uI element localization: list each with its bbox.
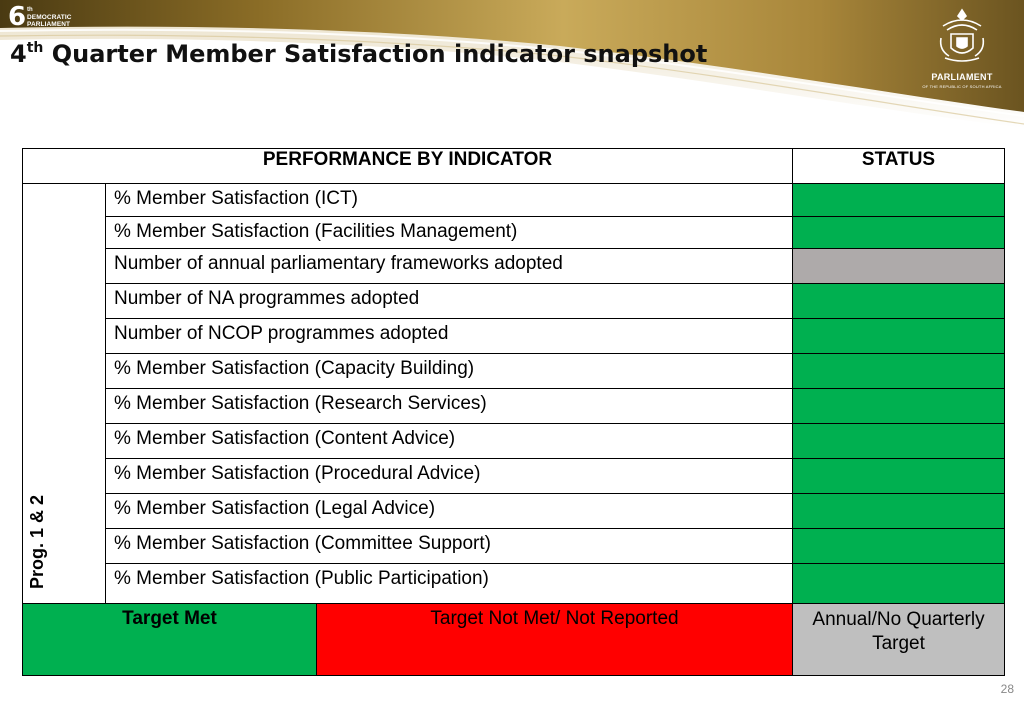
status-cell <box>792 388 1005 424</box>
status-cell <box>792 183 1005 217</box>
header-banner <box>0 0 1024 140</box>
performance-table: PERFORMANCE BY INDICATOR STATUS Prog. 1 … <box>22 148 1005 676</box>
status-cell <box>792 528 1005 564</box>
logo-digit: 6 <box>8 2 27 32</box>
status-cell <box>792 563 1005 604</box>
legend-annual-line1: Annual/No Quarterly <box>812 609 985 630</box>
status-cell <box>792 248 1005 284</box>
sixth-parliament-logo: 6 th DEMOCRATIC PARLIAMENT <box>8 2 78 34</box>
table-row: % Member Satisfaction (Public Participat… <box>23 563 1005 604</box>
header-status: STATUS <box>792 148 1005 184</box>
indicator-cell: Number of NA programmes adopted <box>105 283 793 319</box>
indicator-cell: % Member Satisfaction (Public Participat… <box>105 563 793 604</box>
logo-sup: th <box>27 7 33 13</box>
parliament-subtitle: OF THE REPUBLIC OF SOUTH AFRICA <box>922 84 1002 89</box>
legend-annual-target: Annual/No Quarterly Target <box>792 603 1005 676</box>
indicator-cell: % Member Satisfaction (Procedural Advice… <box>105 458 793 494</box>
header-indicator: PERFORMANCE BY INDICATOR <box>22 148 793 184</box>
coat-of-arms-icon <box>939 8 985 62</box>
indicator-cell: % Member Satisfaction (Research Services… <box>105 388 793 424</box>
table-row: Number of NCOP programmes adopted <box>23 318 1005 354</box>
page-title: 4th Quarter Member Satisfaction indicato… <box>10 40 707 68</box>
parliament-logo: PARLIAMENT OF THE REPUBLIC OF SOUTH AFRI… <box>922 6 1002 91</box>
indicator-cell: % Member Satisfaction (Committee Support… <box>105 528 793 564</box>
indicator-cell: % Member Satisfaction (Facilities Manage… <box>105 216 793 249</box>
table-row: % Member Satisfaction (Content Advice) <box>23 423 1005 459</box>
table-row: Number of NA programmes adopted <box>23 283 1005 319</box>
table-row: % Member Satisfaction (Research Services… <box>23 388 1005 424</box>
legend-annual-line2: Target <box>872 633 925 654</box>
logo-line1: DEMOCRATIC <box>27 14 72 21</box>
legend-target-met: Target Met <box>22 603 317 676</box>
status-cell <box>792 458 1005 494</box>
table-row: % Member Satisfaction (Facilities Manage… <box>23 216 1005 249</box>
indicator-cell: % Member Satisfaction (Legal Advice) <box>105 493 793 529</box>
parliament-name: PARLIAMENT <box>931 72 993 82</box>
indicator-cell: Number of NCOP programmes adopted <box>105 318 793 354</box>
title-text: Quarter Member Satisfaction indicator sn… <box>43 40 708 68</box>
table-row: % Member Satisfaction (Committee Support… <box>23 528 1005 564</box>
table-row: % Member Satisfaction (Capacity Building… <box>23 353 1005 389</box>
status-cell <box>792 353 1005 389</box>
status-cell <box>792 423 1005 459</box>
indicator-cell: % Member Satisfaction (ICT) <box>105 183 793 217</box>
table-row: % Member Satisfaction (Legal Advice) <box>23 493 1005 529</box>
table-row: Prog. 1 & 2 % Member Satisfaction (ICT) <box>22 183 1005 604</box>
status-cell <box>792 493 1005 529</box>
program-group-label: Prog. 1 & 2 <box>27 494 47 589</box>
legend-target-not-met: Target Not Met/ Not Reported <box>316 603 793 676</box>
status-cell <box>792 318 1005 354</box>
table-row: Number of annual parliamentary framework… <box>23 248 1005 284</box>
banner-swoosh <box>0 0 1024 128</box>
page-number: 28 <box>1000 682 1014 696</box>
program-group-cell: Prog. 1 & 2 <box>22 183 106 604</box>
title-number: 4 <box>10 40 27 68</box>
indicator-cell: % Member Satisfaction (Content Advice) <box>105 423 793 459</box>
status-cell <box>792 283 1005 319</box>
table-header-row: PERFORMANCE BY INDICATOR STATUS <box>22 148 1005 184</box>
status-cell <box>792 216 1005 249</box>
logo-line2: PARLIAMENT <box>27 21 71 28</box>
indicator-cell: % Member Satisfaction (Capacity Building… <box>105 353 793 389</box>
title-superscript: th <box>26 40 44 56</box>
table-row: % Member Satisfaction (Procedural Advice… <box>23 458 1005 494</box>
legend-row: Target Met Target Not Met/ Not Reported An… <box>22 603 1005 676</box>
indicator-cell: Number of annual parliamentary framework… <box>105 248 793 284</box>
